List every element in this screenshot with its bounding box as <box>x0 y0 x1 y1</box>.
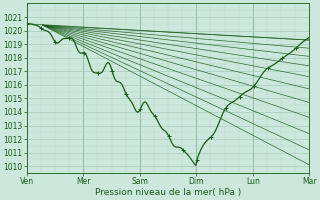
X-axis label: Pression niveau de la mer( hPa ): Pression niveau de la mer( hPa ) <box>95 188 241 197</box>
